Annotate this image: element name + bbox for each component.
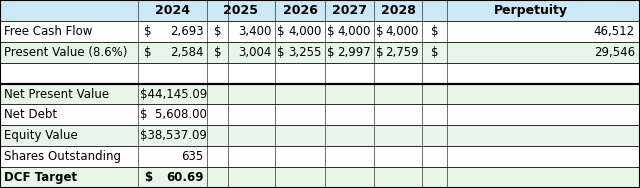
Text: 3,004: 3,004	[239, 46, 272, 59]
Text: 4,000: 4,000	[338, 25, 371, 38]
Bar	[0, 167, 640, 188]
Text: $: $	[431, 46, 438, 59]
Text: 3,400: 3,400	[239, 25, 272, 38]
Text: Perpetuity: Perpetuity	[494, 4, 568, 17]
Text: 2,997: 2,997	[337, 46, 371, 59]
Text: $: $	[144, 171, 152, 184]
Bar	[0, 0, 640, 83]
Text: $: $	[145, 25, 152, 38]
Text: 4,000: 4,000	[289, 25, 322, 38]
Text: 2026: 2026	[283, 4, 317, 17]
Text: 3,255: 3,255	[289, 46, 322, 59]
Text: $  5,608.00: $ 5,608.00	[140, 108, 206, 121]
Text: 635: 635	[181, 150, 204, 163]
Bar	[0, 42, 640, 63]
Text: 2025: 2025	[223, 4, 259, 17]
Text: Net Debt: Net Debt	[4, 108, 57, 121]
Bar	[0, 21, 640, 42]
Text: $: $	[376, 46, 384, 59]
Text: Shares Outstanding: Shares Outstanding	[4, 150, 121, 163]
Text: 29,546: 29,546	[594, 46, 635, 59]
Text: 46,512: 46,512	[594, 25, 635, 38]
Bar	[0, 0, 640, 21]
Text: Free Cash Flow: Free Cash Flow	[4, 25, 92, 38]
Text: $: $	[277, 46, 285, 59]
Text: $: $	[327, 25, 335, 38]
Text: 2,693: 2,693	[170, 25, 204, 38]
Text: Net Present Value: Net Present Value	[4, 87, 109, 101]
Text: Equity Value: Equity Value	[4, 129, 77, 142]
Text: 60.69: 60.69	[166, 171, 204, 184]
Bar	[0, 63, 640, 83]
Bar	[0, 83, 640, 105]
Text: 2028: 2028	[381, 4, 416, 17]
Bar	[0, 83, 640, 188]
Text: $: $	[145, 46, 152, 59]
Text: 2,584: 2,584	[170, 46, 204, 59]
Text: $38,537.09: $38,537.09	[140, 129, 206, 142]
Text: 2024: 2024	[155, 4, 189, 17]
Text: $: $	[277, 25, 285, 38]
Bar	[0, 125, 640, 146]
Text: 2027: 2027	[332, 4, 367, 17]
Text: Present Value (8.6%): Present Value (8.6%)	[4, 46, 127, 59]
Text: 4,000: 4,000	[386, 25, 419, 38]
Text: $: $	[431, 25, 438, 38]
Text: $: $	[376, 25, 384, 38]
Text: 2,759: 2,759	[385, 46, 419, 59]
Bar	[0, 146, 640, 167]
Text: DCF Target: DCF Target	[4, 171, 77, 184]
Text: $44,145.09: $44,145.09	[140, 87, 207, 101]
Text: $: $	[327, 46, 335, 59]
Text: $: $	[214, 25, 221, 38]
Text: $: $	[214, 46, 221, 59]
Bar	[0, 105, 640, 125]
